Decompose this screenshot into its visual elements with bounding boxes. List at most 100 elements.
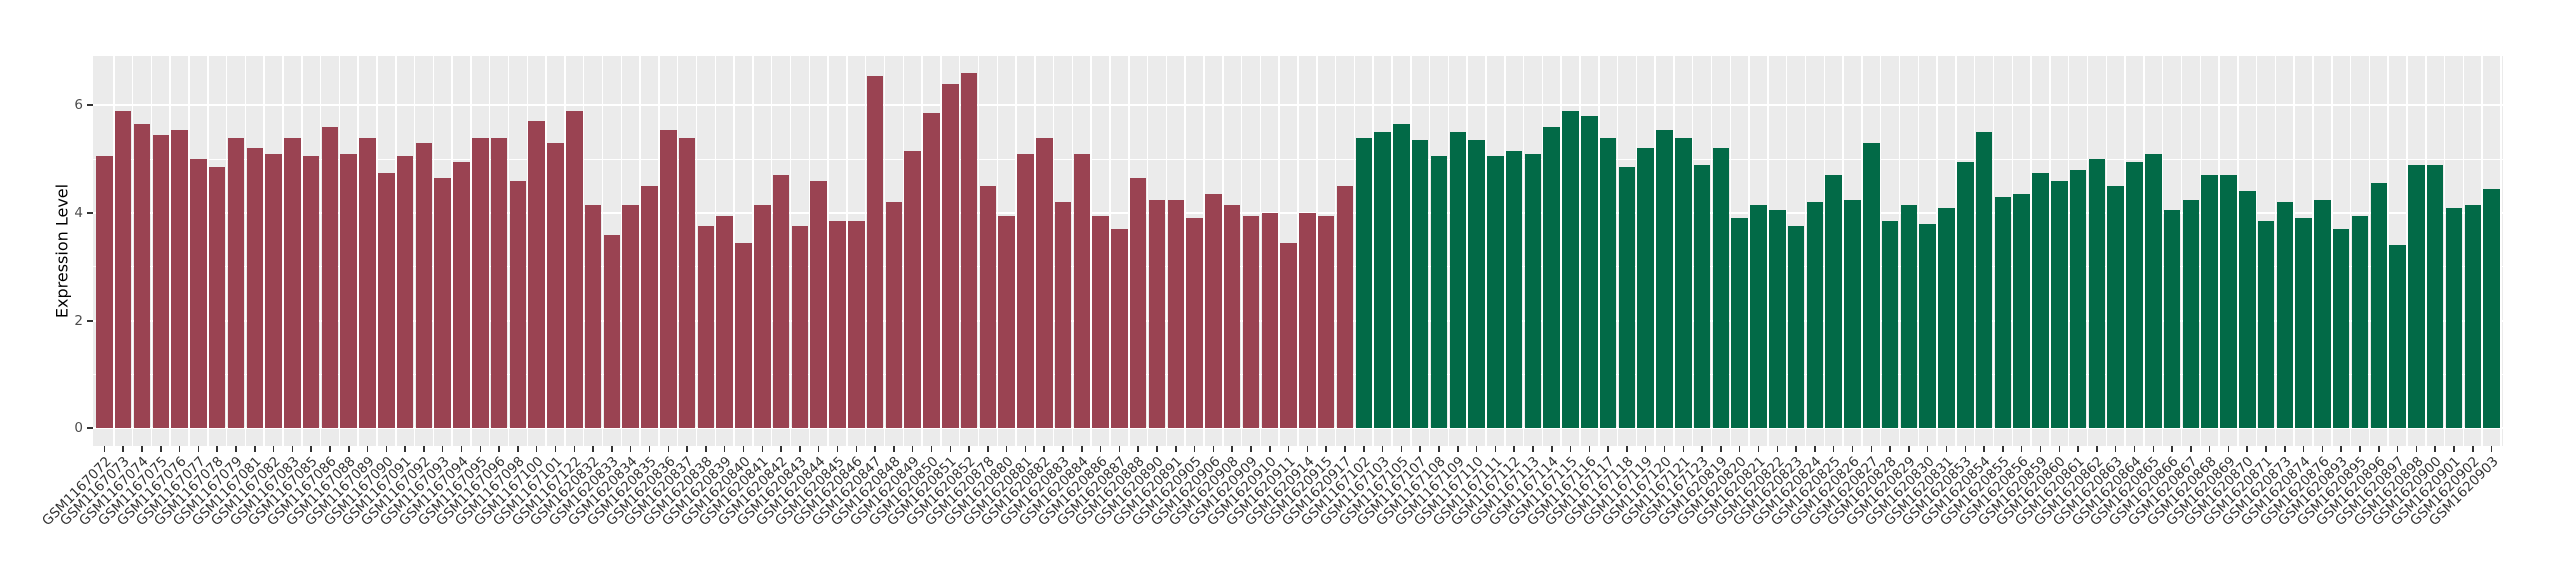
x-label-slot: GSM1167086 (264, 453, 340, 578)
x-tick-mark (836, 446, 839, 452)
x-tick-slot (227, 446, 246, 453)
x-tick-label: GSM1620917 (1279, 453, 1355, 530)
x-tick-label: GSM1620847 (809, 453, 885, 530)
x-label-slot: GSM1620887 (1054, 453, 1130, 578)
x-tick-slot (2106, 446, 2125, 453)
bar-slot (866, 56, 886, 446)
x-tick-slot (753, 446, 772, 453)
x-tick-slot (1956, 446, 1975, 453)
x-tick-slot (1561, 446, 1580, 453)
x-tick-slot (2219, 446, 2238, 453)
bar-slot (2313, 56, 2333, 446)
x-label-slot: GSM1620848 (828, 453, 904, 578)
y-tick-mark (87, 319, 93, 322)
bar-GSM1620838 (697, 226, 715, 429)
bar-GSM1620880 (998, 215, 1015, 429)
x-tick-label: GSM1620826 (1786, 453, 1863, 530)
bar-GSM1620842 (772, 175, 790, 429)
x-label-slot: GSM1167103 (1317, 453, 1393, 578)
bar-slot (1787, 56, 1807, 446)
x-tick-slot (2257, 446, 2276, 453)
bar-slot (2163, 56, 2182, 446)
x-label-slot: GSM1620896 (2313, 453, 2389, 578)
x-tick-label: GSM1620908 (1166, 453, 1243, 530)
x-tick-slot (1072, 446, 1091, 453)
x-label-slot: GSM1620914 (1242, 453, 1318, 578)
x-label-slot: GSM1167113 (1467, 453, 1543, 578)
x-tick-slot (847, 446, 866, 453)
x-tick-mark (1457, 446, 1459, 452)
bar-slot (133, 56, 152, 446)
x-tick-slot (1336, 446, 1355, 453)
x-tick-label: GSM1620837 (621, 453, 698, 530)
bar-GSM1620849 (904, 151, 921, 429)
x-label-slot: GSM1620891 (1110, 453, 1186, 578)
x-tick-slot (1768, 446, 1787, 453)
x-tick-mark (2302, 446, 2305, 452)
bar-slot (621, 56, 641, 446)
x-tick-label: GSM1620832 (527, 453, 604, 530)
bar-slot (2463, 56, 2483, 446)
x-tick-mark (629, 446, 632, 452)
x-tick-mark (404, 446, 406, 452)
x-tick-mark (1776, 446, 1779, 452)
bar-GSM1620882 (1035, 137, 1053, 429)
x-tick-label: GSM1167089 (301, 453, 378, 530)
x-tick-slot (1166, 446, 1185, 453)
x-tick-slot (1035, 446, 1054, 453)
x-tick-label: GSM1167114 (1486, 453, 1562, 530)
x-tick-label: GSM1167078 (151, 453, 228, 530)
x-tick-slot (471, 446, 490, 453)
bar-GSM1620895 (2351, 215, 2369, 429)
bar-slot (790, 56, 810, 446)
bar-GSM1620841 (754, 204, 771, 429)
x-tick-slot (302, 446, 321, 453)
bar-GSM1167090 (378, 172, 395, 429)
bar-GSM1620888 (1129, 178, 1147, 429)
x-tick-mark (2340, 446, 2342, 452)
x-tick-label: GSM1620819 (1655, 453, 1731, 530)
bar-slot (1674, 56, 1694, 446)
x-tick-label: GSM1620860 (1993, 453, 2070, 530)
x-tick-mark (122, 446, 124, 452)
x-tick-label: GSM1167100 (471, 453, 547, 530)
x-tick-slot (790, 446, 809, 453)
x-tick-label: GSM1620846 (790, 453, 867, 530)
x-tick-label: GSM1620835 (583, 453, 660, 530)
x-label-slot: GSM1167115 (1505, 453, 1581, 578)
bar-slot (114, 56, 134, 446)
x-tick-mark (2002, 446, 2004, 452)
x-tick-mark (817, 446, 820, 452)
x-tick-slot (922, 446, 941, 453)
x-label-slot: GSM1167078 (152, 453, 228, 578)
x-tick-label: GSM1167112 (1448, 453, 1525, 530)
x-tick-slot (1298, 446, 1317, 453)
x-tick-slot (659, 446, 678, 453)
x-tick-mark (1738, 446, 1741, 452)
bar-GSM1620855 (1994, 196, 2012, 429)
x-label-slot: GSM1167077 (133, 453, 209, 578)
bar-slot (584, 56, 604, 446)
x-tick-slot (1599, 446, 1618, 453)
x-tick-mark (1081, 446, 1083, 452)
bar-slot (772, 56, 792, 446)
bar-GSM1620870 (2238, 191, 2256, 429)
x-label-slot: GSM1167117 (1543, 453, 1619, 578)
bar-GSM1620862 (2088, 159, 2106, 429)
bar-GSM1167109 (1449, 132, 1467, 429)
x-tick-slot (2087, 446, 2106, 453)
bar-GSM1620915 (1317, 215, 1335, 429)
x-tick-mark (648, 446, 651, 452)
x-tick-mark (272, 446, 275, 452)
x-tick-mark (1137, 446, 1139, 452)
bar-slot (1317, 56, 1337, 446)
x-label-slot: GSM1620860 (1994, 453, 2070, 578)
x-label-slot: GSM1620876 (2257, 453, 2333, 578)
x-label-slot: GSM1620855 (1937, 453, 2013, 578)
x-tick-mark (1814, 446, 1816, 452)
bar-slot (2031, 56, 2051, 446)
x-tick-slot (1486, 446, 1505, 453)
x-tick-mark (723, 446, 726, 452)
bar-slot (2275, 56, 2295, 446)
x-tick-mark (1908, 446, 1910, 452)
